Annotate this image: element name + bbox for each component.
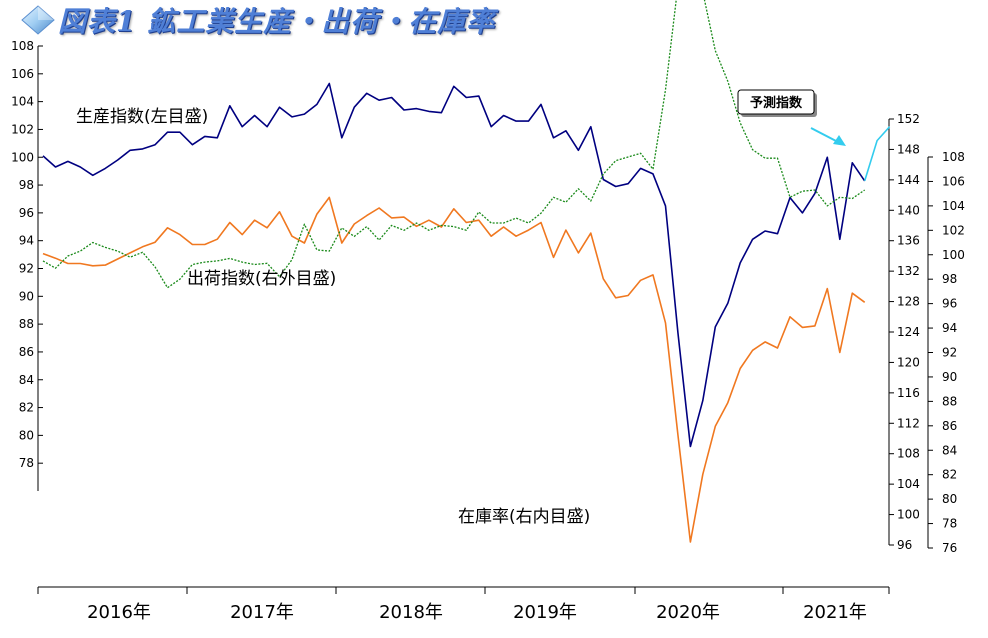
left-axis-tick-label: 78 [19, 456, 34, 470]
left-axis-tick-label: 86 [19, 345, 34, 359]
forecast-annotation: 予測指数 [750, 95, 803, 111]
right-inner-axis-tick-label: 108 [942, 150, 965, 164]
forecast-arrow-head [833, 135, 846, 146]
right-inner-axis-tick-label: 92 [942, 346, 957, 360]
chart-title: 図表1 鉱工業生産・出荷・在庫率 [58, 5, 496, 38]
production-series-line [42, 82, 866, 448]
right-outer-axis-tick-label: 100 [897, 508, 920, 522]
inventory-series-line [42, 0, 866, 289]
forecast-callout: 予測指数 [737, 89, 846, 146]
right-outer-axis-tick-label: 108 [897, 447, 920, 461]
right-inner-axis-tick-label: 86 [942, 419, 957, 433]
x-axis-tick-label: 2020年 [656, 602, 720, 623]
left-axis-tick-label: 100 [11, 150, 34, 164]
axes-layer: 78 80 82 84 86 88 90 92 94 96 98 100 102 104 106 108 96 1… [11, 39, 965, 623]
right-outer-axis-tick-label: 116 [897, 386, 920, 400]
left-axis-tick-label: 90 [19, 289, 34, 303]
right-outer-axis-tick-label: 120 [897, 355, 920, 369]
left-axis-tick-label: 98 [19, 178, 34, 192]
x-axis-tick-label: 2019年 [513, 602, 577, 623]
right-inner-axis-tick-label: 80 [942, 492, 957, 506]
left-axis-tick-label: 102 [11, 122, 34, 136]
right-outer-axis-tick-label: 144 [897, 173, 920, 187]
x-axis-tick-label: 2021年 [803, 602, 867, 623]
right-outer-axis-tick-label: 148 [897, 142, 920, 156]
left-axis-tick-label: 108 [11, 39, 34, 53]
right-inner-axis-tick-label: 82 [942, 468, 957, 482]
right-outer-axis-tick-label: 136 [897, 234, 920, 248]
right-inner-axis-tick-label: 96 [942, 297, 957, 311]
diamond-icon [21, 5, 55, 35]
right-inner-axis-tick-label: 84 [942, 443, 957, 457]
left-axis-tick-label: 106 [11, 67, 34, 81]
right-inner-axis-tick-label: 106 [942, 174, 965, 188]
left-axis-tick-label: 82 [19, 401, 34, 415]
x-axis-tick-label: 2017年 [230, 602, 294, 623]
left-axis-tick-label: 80 [19, 428, 34, 442]
left-axis-tick-label: 92 [19, 262, 34, 276]
left-axis-tick-label: 104 [11, 95, 34, 109]
right-inner-axis-tick-label: 90 [942, 370, 957, 384]
production-annotation: 生産指数(左目盛) [76, 107, 208, 127]
shipments-annotation: 出荷指数(右外目盛) [187, 269, 336, 289]
series-layer [42, 0, 891, 543]
inventory-annotation: 在庫率(右内目盛) [458, 507, 590, 527]
forecast-arrow-line [810, 127, 839, 143]
right-outer-axis-tick-label: 152 [897, 112, 920, 126]
right-outer-axis-tick-label: 112 [897, 416, 920, 430]
right-outer-axis-tick-label: 140 [897, 203, 920, 217]
right-outer-axis-tick-label: 104 [897, 477, 920, 491]
right-inner-axis-tick-label: 104 [942, 199, 965, 213]
forecast-callout-box [737, 89, 815, 115]
forecast-series-line [863, 126, 891, 182]
right-inner-axis-tick-label: 98 [942, 272, 957, 286]
left-axis-tick-label: 94 [19, 234, 34, 248]
left-axis-tick-label: 84 [19, 373, 34, 387]
x-axis-tick-label: 2018年 [379, 602, 443, 623]
right-inner-axis-tick-label: 100 [942, 248, 965, 262]
right-inner-axis-tick-label: 78 [942, 517, 957, 531]
left-axis-tick-label: 96 [19, 206, 34, 220]
annotation-layer: 生産指数(左目盛) 出荷指数(右外目盛) 在庫率(右内目盛) 予測指数 [76, 89, 846, 527]
right-outer-axis-tick-label: 128 [897, 295, 920, 309]
left-axis-tick-label: 88 [19, 317, 34, 331]
right-inner-axis-tick-label: 76 [942, 541, 957, 555]
right-inner-axis-tick-label: 94 [942, 321, 957, 335]
title-area: 図表1 鉱工業生産・出荷・在庫率 [18, 0, 495, 40]
shipments-series-line [42, 196, 866, 543]
right-outer-axis-tick-label: 124 [897, 325, 920, 339]
right-inner-axis-tick-label: 88 [942, 394, 957, 408]
right-outer-axis-tick-label: 96 [897, 538, 912, 552]
x-axis-tick-label: 2016年 [87, 602, 151, 623]
right-inner-axis-tick-label: 102 [942, 223, 965, 237]
right-outer-axis-tick-label: 132 [897, 264, 920, 278]
